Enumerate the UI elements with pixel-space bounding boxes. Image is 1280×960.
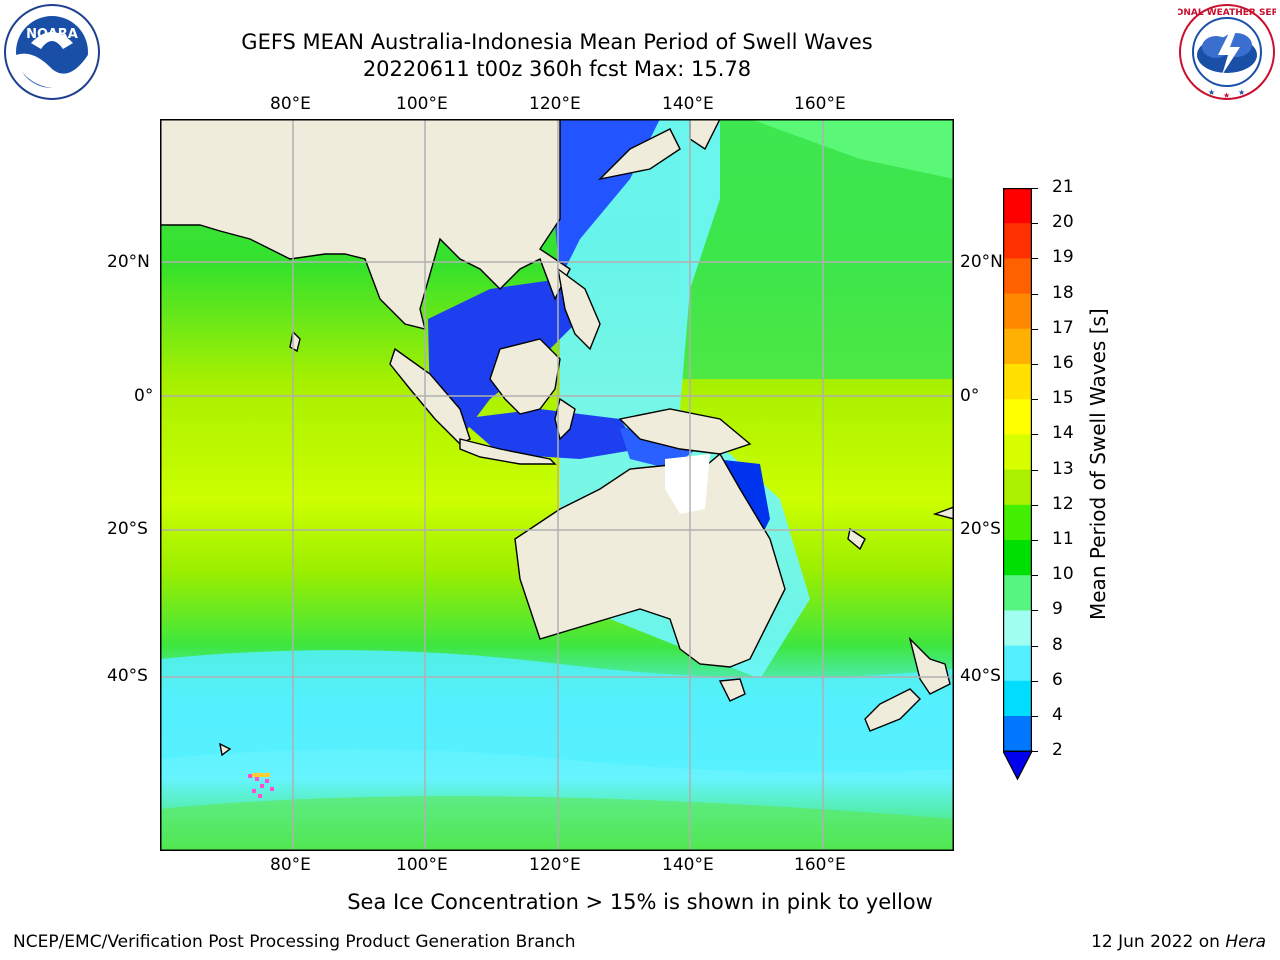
- colorbar-tick-label: 6: [1052, 669, 1063, 690]
- svg-text:★: ★: [1223, 91, 1230, 100]
- lon-label-bottom: 160°E: [794, 855, 846, 875]
- lon-label-top: 140°E: [662, 94, 714, 114]
- colorbar-segment: [1003, 540, 1032, 576]
- colorbar-segment: [1003, 364, 1032, 400]
- lat-label-right: 0°: [960, 386, 980, 406]
- colorbar-tick: [1032, 328, 1038, 330]
- lon-label-bottom: 100°E: [396, 855, 448, 875]
- colorbar-tick-label: 16: [1052, 353, 1074, 373]
- colorbar-extension: [1002, 750, 1033, 781]
- colorbar-segment: [1003, 258, 1032, 295]
- colorbar-segment: [1003, 434, 1032, 471]
- colorbar-tick-label: 21: [1052, 177, 1074, 197]
- colorbar-segment: [1003, 223, 1032, 259]
- colorbar-tick: [1032, 504, 1038, 506]
- colorbar-tick: [1032, 293, 1038, 295]
- colorbar-tick: [1032, 540, 1038, 541]
- lon-label-top: 100°E: [396, 94, 448, 114]
- colorbar-tick-label: 10: [1052, 564, 1074, 585]
- colorbar-tick: [1032, 399, 1038, 401]
- colorbar-segment: [1003, 610, 1032, 647]
- colorbar-tick: [1032, 680, 1038, 682]
- graticule: [160, 119, 954, 851]
- sea-ice-patch: [248, 774, 274, 798]
- colorbar-segment: [1003, 399, 1032, 435]
- colorbar-tick: [1032, 469, 1038, 471]
- colorbar-segment: [1003, 680, 1032, 717]
- colorbar-tick: [1032, 716, 1038, 717]
- nws-logo-text: NATIONAL WEATHER SERVICE: [1178, 8, 1276, 18]
- chart-title: GEFS MEAN Australia-Indonesia Mean Perio…: [241, 30, 873, 54]
- colorbar-tick: [1032, 575, 1038, 577]
- lon-label-bottom: 120°E: [529, 855, 581, 875]
- lat-label-left: 0°: [134, 386, 154, 406]
- lat-label-left: 20°S: [107, 519, 148, 539]
- colorbar-tick: [1032, 610, 1038, 612]
- colorbar-tick-label: 13: [1052, 458, 1074, 479]
- lon-label-top: 80°E: [270, 94, 311, 114]
- colorbar-segment: [1003, 469, 1032, 506]
- lon-label-bottom: 140°E: [662, 855, 714, 875]
- noaa-logo-text: NOARA: [26, 27, 78, 42]
- land: [160, 119, 954, 757]
- lat-label-left: 40°S: [107, 666, 148, 686]
- colorbar-tick-label: 8: [1052, 634, 1063, 655]
- colorbar-label: Mean Period of Swell Waves [s]: [1086, 308, 1110, 620]
- colorbar-tick: [1032, 364, 1038, 365]
- colorbar-tick: [1032, 751, 1038, 753]
- colorbar-tick-label: 9: [1052, 599, 1063, 620]
- chart-subtitle: 20220611 t00z 360h fcst Max: 15.78: [362, 57, 752, 81]
- lon-label-top: 120°E: [529, 94, 581, 114]
- colorbar-tick-label: 2: [1052, 740, 1063, 761]
- colorbar-tick: [1032, 645, 1038, 647]
- footer-host: Hera: [1225, 932, 1266, 952]
- lat-label-left: 20°N: [107, 252, 150, 272]
- svg-text:★: ★: [1238, 88, 1245, 97]
- lon-label-top: 160°E: [794, 94, 846, 114]
- colorbar-segment: [1003, 716, 1032, 752]
- colorbar-tick: [1032, 223, 1038, 225]
- noaa-logo: NOARA: [3, 3, 101, 105]
- colorbar-tick-label: 12: [1052, 493, 1074, 514]
- lat-label-right: 40°S: [960, 666, 1001, 686]
- colorbar-tick-label: 15: [1052, 388, 1074, 409]
- colorbar: [1002, 188, 1039, 792]
- colorbar-tick-label: 19: [1052, 247, 1074, 268]
- colorbar-tick-label: 18: [1052, 282, 1074, 303]
- colorbar-segment: [1003, 575, 1032, 611]
- colorbar-tick: [1032, 258, 1038, 260]
- colorbar-tick: [1032, 188, 1038, 189]
- colorbar-tick-label: 4: [1052, 705, 1063, 725]
- lon-label-bottom: 80°E: [270, 855, 311, 875]
- footer-credit: NCEP/EMC/Verification Post Processing Pr…: [13, 932, 576, 952]
- map-plot: [160, 119, 954, 851]
- lat-label-right: 20°S: [960, 519, 1001, 539]
- svg-text:★: ★: [1208, 88, 1215, 97]
- colorbar-segment: [1003, 328, 1032, 365]
- colorbar-tick-label: 14: [1052, 423, 1074, 444]
- lat-label-right: 20°N: [960, 252, 1003, 272]
- colorbar-segment: [1003, 645, 1032, 682]
- colorbar-segment: [1003, 188, 1032, 224]
- nws-logo: NATIONAL WEATHER SERVICE ★ ★ ★: [1152, 3, 1280, 105]
- colorbar-tick-label: 11: [1052, 529, 1074, 549]
- footer-date: 12 Jun 2022 on Hera: [1091, 932, 1266, 952]
- colorbar-segment: [1003, 293, 1032, 330]
- colorbar-tick-label: 20: [1052, 212, 1074, 233]
- colorbar-tick: [1032, 434, 1038, 436]
- colorbar-segment: [1003, 504, 1032, 541]
- sea-ice-note: Sea Ice Concentration > 15% is shown in …: [347, 890, 933, 914]
- colorbar-tick-label: 17: [1052, 317, 1074, 338]
